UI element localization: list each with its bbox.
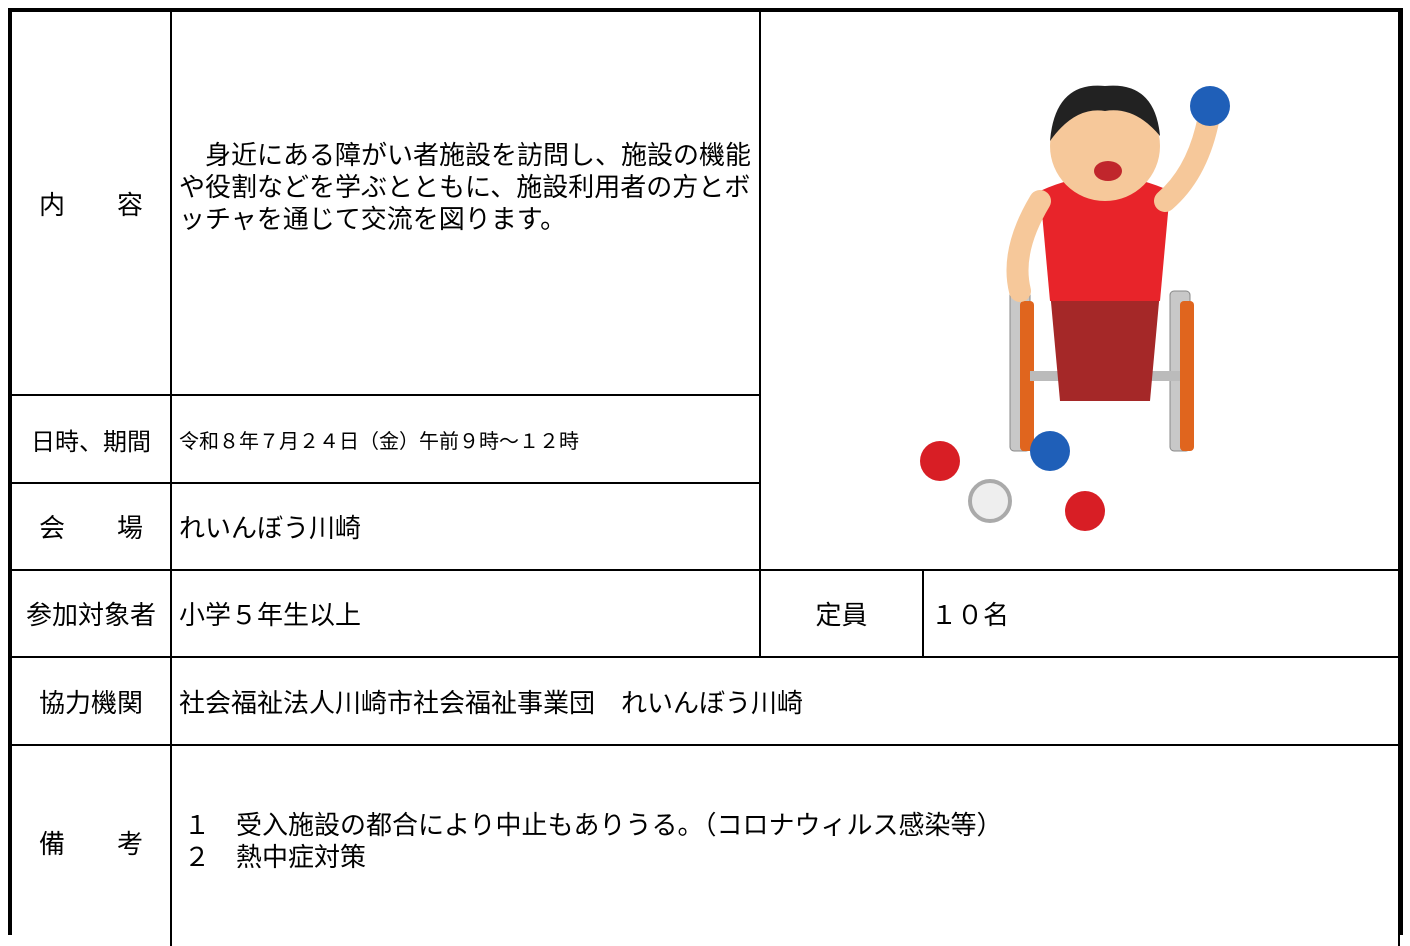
remarks-item: １ 受入施設の都合により中止もありうる。（コロナウィルス感染等） — [184, 811, 1003, 841]
remarks-item: ２ 熱中症対策 — [184, 843, 367, 873]
frame-right — [1399, 8, 1403, 935]
label-remarks: 備 考 — [12, 746, 172, 946]
capacity-text: １０名 — [924, 571, 1400, 658]
label-content: 内 容 — [12, 12, 172, 396]
datetime-text: 令和８年７月２４日（金）午前９時～１２時 — [172, 396, 761, 484]
partner-text: 社会福祉法人川崎市社会福祉事業団 れいんぼう川崎 — [172, 658, 1400, 746]
target-text: 小学５年生以上 — [172, 571, 761, 658]
illustration-cell — [761, 12, 1400, 571]
label-datetime: 日時、期間 — [12, 396, 172, 484]
label-partner: 協力機関 — [12, 658, 172, 746]
boccia-illustration — [919, 85, 1230, 531]
content-text: 身近にある障がい者施設を訪問し、施設の機能や役割などを学ぶとともに、施設利用者の… — [172, 12, 761, 396]
label-venue: 会 場 — [12, 484, 172, 571]
remarks-list: １ 受入施設の都合により中止もありうる。（コロナウィルス感染等） ２ 熱中症対策 — [172, 746, 1400, 946]
venue-text: れいんぼう川崎 — [172, 484, 761, 571]
label-capacity: 定員 — [761, 571, 924, 658]
label-target: 参加対象者 — [12, 571, 172, 658]
frame-left — [8, 8, 12, 935]
frame-top — [8, 8, 1403, 12]
